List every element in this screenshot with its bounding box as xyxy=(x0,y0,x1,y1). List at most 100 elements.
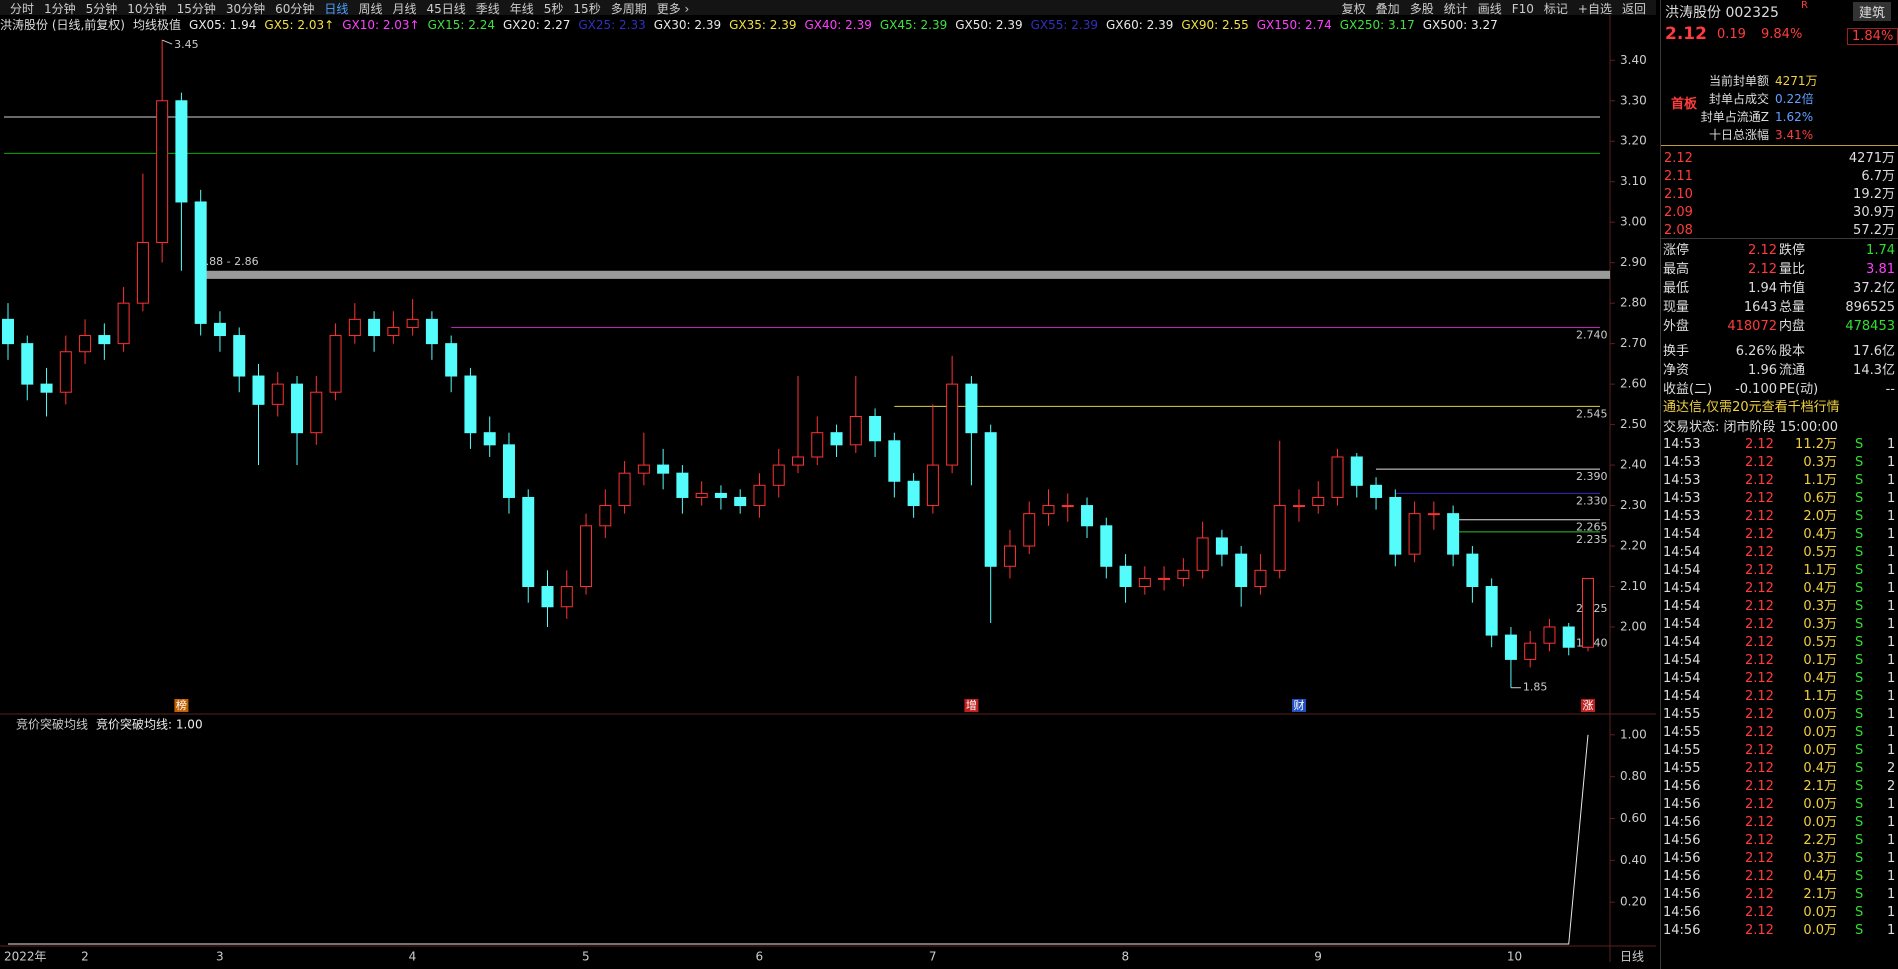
stat-row: 收益(二) -0.100 PE(动) -- xyxy=(1661,381,1898,399)
candle-body xyxy=(1061,505,1074,508)
toolbar-button[interactable]: 多股 xyxy=(1409,2,1434,15)
tick-cell: S xyxy=(1855,671,1864,686)
period-tab[interactable]: 分时 xyxy=(10,2,35,15)
x-tick-label: 5 xyxy=(582,950,590,964)
tick-cell: 1 xyxy=(1887,833,1896,848)
tick-cell: 11.2万 xyxy=(1795,437,1837,452)
indicator-value: GX05: 1.94 xyxy=(189,18,257,32)
indicator-value: GX55: 2.39 xyxy=(1030,18,1098,32)
candle-body xyxy=(1543,626,1556,644)
y-tick-label: 2.80 xyxy=(1620,296,1647,310)
candle-body xyxy=(1331,456,1344,498)
stat-row: 涨停 2.12 跌停 1.74 xyxy=(1661,242,1898,260)
event-badge xyxy=(174,699,189,712)
tick-cell: 2.12 xyxy=(1745,887,1774,902)
level-label: 2.265 xyxy=(1576,521,1608,534)
tick-cell: 1 xyxy=(1887,923,1896,938)
period-tab[interactable]: 45日线 xyxy=(426,2,466,15)
tick-cell: 1 xyxy=(1887,599,1896,614)
tick-cell: S xyxy=(1855,761,1864,776)
stat-label: 换手 xyxy=(1663,344,1690,359)
level-label: 2.740 xyxy=(1576,328,1608,341)
period-tab[interactable]: 日线 xyxy=(324,2,349,15)
tick-row: 14:56 2.12 0.0万 S 1 xyxy=(1661,904,1898,922)
y-tick-label: 2.10 xyxy=(1620,579,1647,593)
tick-cell: 14:53 xyxy=(1663,455,1701,470)
period-tab[interactable]: 15分钟 xyxy=(176,2,216,15)
toolbar-button[interactable]: 复权 xyxy=(1341,2,1366,15)
period-tab[interactable]: 周线 xyxy=(358,2,383,15)
tick-cell: 2.12 xyxy=(1745,707,1774,722)
tick-cell: 14:53 xyxy=(1663,491,1701,506)
period-tab[interactable]: 5分钟 xyxy=(85,2,118,15)
tick-row: 14:56 2.12 2.1万 S 2 xyxy=(1661,778,1898,796)
status: 交易状态: 闭市阶段 15:00:00 xyxy=(1663,420,1839,435)
tick-cell: S xyxy=(1855,455,1864,470)
stat-label: 最高 xyxy=(1663,262,1690,277)
period-tab[interactable]: 15秒 xyxy=(573,2,601,15)
period-tab[interactable]: 季线 xyxy=(475,2,500,15)
indicator-name[interactable]: 均线极值 xyxy=(133,18,182,32)
tick-cell: S xyxy=(1855,869,1864,884)
candle-body xyxy=(2,318,14,345)
candle-body xyxy=(1100,525,1113,567)
book-price: 2.08 xyxy=(1664,223,1693,238)
toolbar-button[interactable]: 叠加 xyxy=(1375,2,1400,15)
period-tab[interactable]: 10分钟 xyxy=(127,2,167,15)
y-tick-label: 2.20 xyxy=(1620,539,1647,553)
candle-body xyxy=(560,586,573,608)
toolbar-button[interactable]: 画线 xyxy=(1477,2,1502,15)
book-row: 2.12 4271万 xyxy=(1661,150,1898,168)
period-tab[interactable]: 1分钟 xyxy=(44,2,76,15)
info-value: 1.62% xyxy=(1775,110,1814,124)
tick-cell: 1 xyxy=(1887,653,1896,668)
candle-body xyxy=(271,383,284,405)
period-tab[interactable]: 多周期 xyxy=(610,2,647,15)
x-tick-label: 6 xyxy=(755,950,763,964)
level-label: 2.330 xyxy=(1576,494,1608,507)
tick-cell: S xyxy=(1855,599,1864,614)
tick-cell: 14:54 xyxy=(1663,671,1701,686)
candle-body xyxy=(1158,577,1171,580)
toolbar-button[interactable]: 标记 xyxy=(1543,2,1568,15)
sector[interactable]: 建筑 xyxy=(1853,2,1892,21)
candle-body xyxy=(1292,505,1305,508)
tick-cell: S xyxy=(1855,905,1864,920)
tick-cell: 2.12 xyxy=(1745,923,1774,938)
toolbar-button[interactable]: 统计 xyxy=(1443,2,1468,15)
tick-cell: 2.2万 xyxy=(1803,833,1837,848)
period-tab[interactable]: 年线 xyxy=(509,2,534,15)
period-tab[interactable]: 30分钟 xyxy=(225,2,266,15)
tick-cell: S xyxy=(1855,851,1864,866)
stat-value: 2.12 xyxy=(1748,262,1777,277)
tick-cell: 14:54 xyxy=(1663,563,1701,578)
period-tab[interactable]: 60分钟 xyxy=(275,2,315,15)
tick-cell: 2.12 xyxy=(1745,617,1774,632)
candle-body xyxy=(541,586,554,608)
y-tick-label: 3.30 xyxy=(1620,93,1647,107)
candle-body xyxy=(657,464,670,474)
tick-cell: 2.12 xyxy=(1745,761,1774,776)
notice[interactable]: 通达信,仅需20元查看千档行情 xyxy=(1663,400,1840,415)
toolbar-button[interactable]: +自选 xyxy=(1577,2,1612,15)
tick-cell: 14:55 xyxy=(1663,743,1701,758)
period-tab[interactable]: 月线 xyxy=(392,2,417,15)
candle-body xyxy=(753,484,766,507)
period-tab[interactable]: 更多 › xyxy=(656,2,690,15)
x-tick-label: 8 xyxy=(1122,950,1130,964)
toolbar-button[interactable]: 返回 xyxy=(1621,2,1646,15)
candle-body xyxy=(1003,545,1016,567)
book-price: 2.12 xyxy=(1664,151,1693,166)
candle-body xyxy=(40,383,53,393)
tick-cell: 2.12 xyxy=(1745,455,1774,470)
annotation: 1.85 xyxy=(1523,681,1548,694)
book-price: 2.09 xyxy=(1664,205,1693,220)
stat-row: 外盘 418072 内盘 478453 xyxy=(1661,318,1898,336)
tick-cell: 1 xyxy=(1887,869,1896,884)
bottom-tab[interactable]: 日线 xyxy=(1620,950,1644,964)
period-tab[interactable]: 5秒 xyxy=(543,2,564,15)
indicator-value: GX25: 2.33 xyxy=(578,18,646,32)
stat-label: 股本 xyxy=(1779,344,1806,359)
toolbar-button[interactable]: F10 xyxy=(1511,2,1534,15)
candle-body xyxy=(406,318,419,328)
